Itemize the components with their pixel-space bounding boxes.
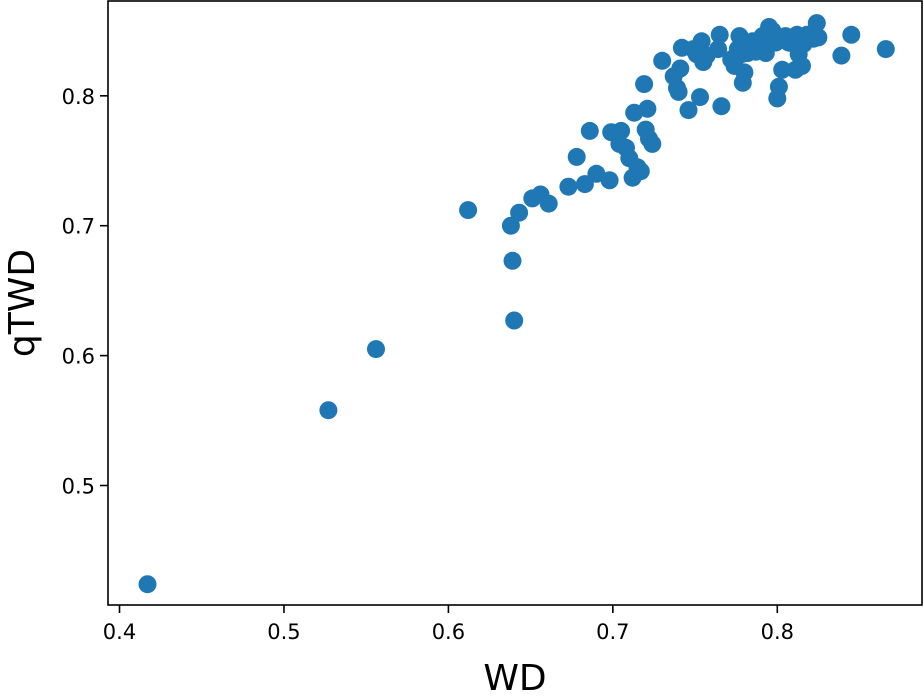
- data-point: [503, 251, 522, 270]
- x-tick-label: 0.5: [267, 620, 300, 644]
- y-axis-title: qTWD: [2, 249, 43, 357]
- x-tick-label: 0.6: [432, 620, 465, 644]
- data-point: [692, 32, 711, 51]
- data-point: [712, 97, 731, 116]
- y-axis: 0.5 0.6 0.7 0.8: [62, 85, 108, 498]
- y-tick-label: 0.7: [62, 215, 95, 239]
- data-point: [832, 46, 851, 65]
- data-point: [638, 99, 657, 118]
- data-point: [539, 194, 558, 213]
- data-point: [769, 77, 788, 96]
- data-point: [505, 311, 524, 330]
- data-point: [793, 56, 811, 75]
- data-point: [600, 171, 619, 190]
- y-tick-label: 0.8: [62, 85, 95, 109]
- data-point: [580, 121, 599, 140]
- y-tick-label: 0.5: [62, 474, 95, 498]
- data-point: [138, 575, 157, 594]
- data-point: [876, 40, 895, 59]
- data-point: [367, 340, 385, 359]
- data-point: [567, 147, 586, 166]
- data-point: [691, 88, 709, 107]
- x-tick-label: 0.7: [596, 620, 629, 644]
- data-point: [643, 134, 662, 153]
- x-axis: 0.4 0.5 0.6 0.7 0.8: [103, 605, 794, 644]
- data-point: [635, 75, 654, 94]
- x-tick-label: 0.4: [103, 620, 136, 644]
- data-point: [631, 162, 650, 181]
- data-point: [807, 14, 826, 33]
- data-point: [559, 177, 578, 196]
- x-axis-title: WD: [483, 658, 546, 699]
- data-point: [710, 25, 729, 44]
- data-point: [575, 175, 594, 194]
- points-layer: [138, 14, 895, 594]
- x-tick-label: 0.8: [761, 620, 794, 644]
- data-point: [709, 40, 728, 59]
- data-point: [459, 201, 478, 220]
- y-tick-label: 0.6: [62, 345, 95, 369]
- data-point: [669, 82, 688, 101]
- data-point: [679, 101, 698, 120]
- data-point: [773, 60, 792, 79]
- data-point: [501, 216, 520, 235]
- data-point: [735, 63, 754, 82]
- data-point: [809, 28, 828, 47]
- plot-frame: [107, 0, 923, 606]
- data-point: [510, 203, 529, 222]
- data-point: [653, 51, 672, 70]
- data-point: [319, 401, 338, 420]
- data-point: [842, 25, 861, 44]
- data-point: [671, 59, 690, 78]
- data-point: [612, 121, 631, 140]
